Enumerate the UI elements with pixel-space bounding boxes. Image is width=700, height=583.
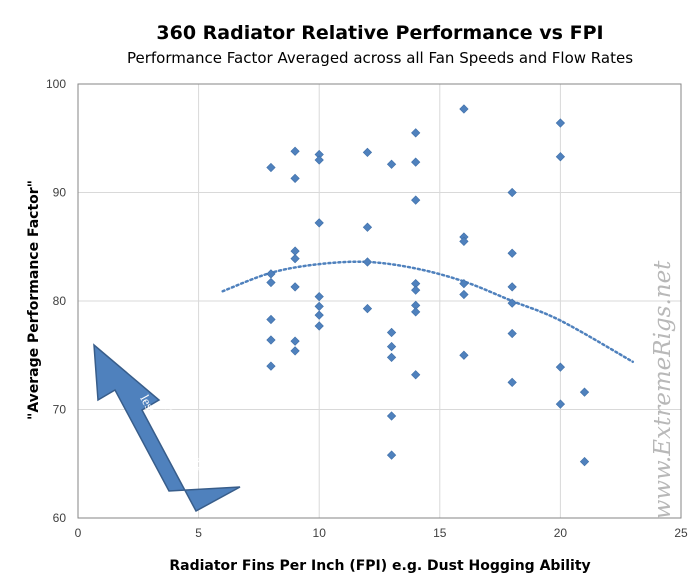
y-tick-label: 70 [53, 403, 67, 417]
y-tick-label: 80 [53, 294, 67, 308]
data-point [290, 346, 300, 356]
data-point [507, 248, 517, 258]
data-point [579, 456, 590, 467]
data-point [555, 152, 566, 162]
data-point [266, 162, 276, 173]
data-point [290, 173, 300, 184]
data-point [459, 236, 469, 246]
data-point [507, 187, 517, 198]
chart-title: 360 Radiator Relative Performance vs FPI [156, 22, 603, 44]
data-point [266, 314, 276, 325]
data-point [386, 352, 397, 363]
y-tick-label: 100 [46, 77, 66, 91]
trendline [221, 260, 635, 364]
data-point [362, 303, 373, 314]
data-point [314, 310, 324, 320]
data-point [266, 335, 276, 345]
x-tick-label: 20 [554, 526, 568, 540]
y-tick-label: 60 [53, 511, 67, 525]
x-axis-title: Radiator Fins Per Inch (FPI) e.g. Dust H… [169, 558, 590, 574]
y-axis-title: "Average Performance Factor" [26, 180, 42, 420]
watermark-text: www.ExtremeRigs.net [650, 260, 676, 520]
x-tick-label: 10 [313, 526, 327, 540]
data-point [290, 246, 300, 256]
data-point [314, 155, 324, 165]
better-performance-arrow: Better Performance and less dust build u… [93, 343, 241, 513]
data-point [290, 282, 300, 292]
data-point [411, 157, 421, 167]
data-point [459, 279, 469, 289]
data-point [459, 350, 469, 360]
data-point [386, 411, 397, 421]
data-point [507, 282, 517, 292]
data-points [266, 104, 590, 467]
data-point [411, 307, 421, 317]
data-point [411, 128, 421, 138]
chart-subtitle: Performance Factor Averaged across all F… [127, 49, 633, 67]
data-point [555, 399, 566, 409]
data-point [386, 327, 397, 338]
data-point [290, 146, 300, 156]
data-point [266, 277, 276, 288]
data-point [507, 328, 517, 339]
data-point [507, 377, 517, 387]
data-point [579, 387, 590, 397]
arrow-shape [93, 343, 241, 513]
x-tick-label: 0 [75, 526, 82, 540]
data-point [459, 289, 469, 300]
data-point [314, 301, 324, 312]
data-point [362, 147, 373, 157]
plot-area-border [77, 83, 682, 519]
data-point [386, 450, 397, 460]
data-point [266, 361, 276, 371]
data-point [386, 159, 397, 169]
y-axis-ticks: 60 70 80 90 100 [46, 77, 66, 525]
x-axis-ticks: 0 5 10 15 20 25 [75, 526, 688, 540]
data-point [411, 370, 421, 380]
data-point [555, 118, 566, 128]
data-point [314, 292, 324, 302]
data-point [290, 336, 300, 346]
data-point [459, 104, 469, 114]
data-point [411, 195, 421, 205]
data-point [362, 222, 373, 232]
data-point [290, 254, 300, 264]
x-tick-label: 15 [433, 526, 447, 540]
data-point [314, 321, 324, 331]
y-tick-label: 90 [53, 186, 67, 200]
data-point [411, 285, 421, 295]
data-point [507, 298, 517, 308]
data-point [314, 218, 324, 228]
x-tick-label: 5 [195, 526, 202, 540]
data-point [555, 362, 566, 372]
x-tick-label: 25 [674, 526, 688, 540]
data-point [362, 257, 373, 267]
data-point [386, 341, 397, 352]
